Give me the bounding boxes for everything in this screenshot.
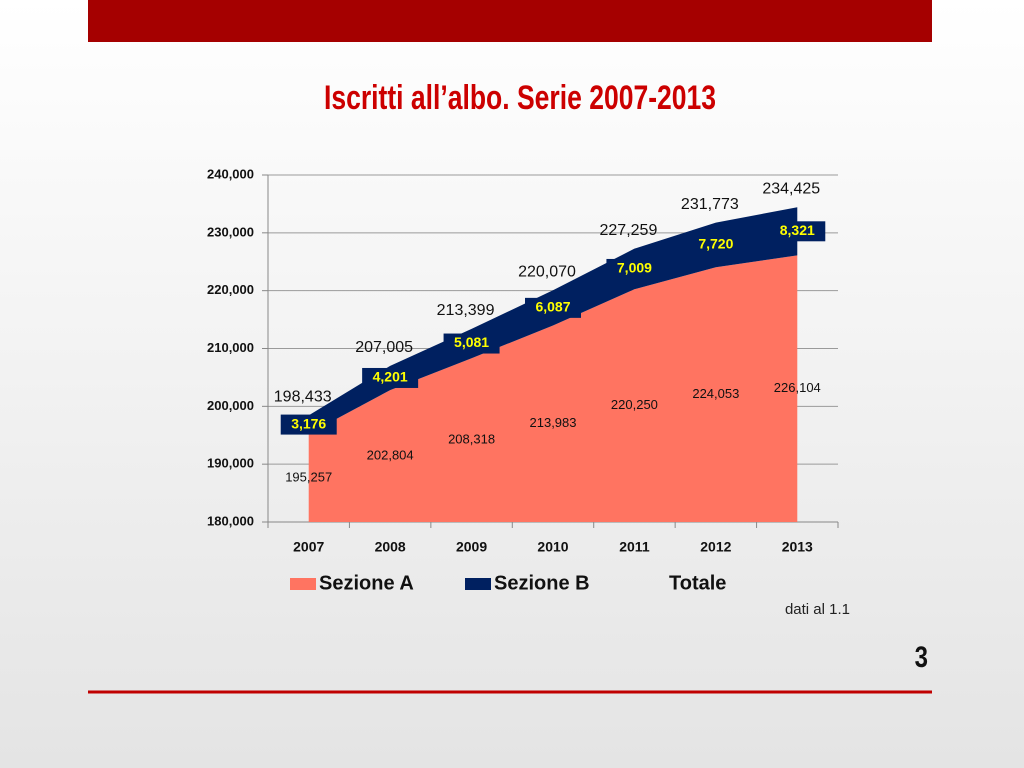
data-label: 202,804 xyxy=(367,447,414,462)
legend-label: Totale xyxy=(669,572,726,594)
y-tick-label: 220,000 xyxy=(207,282,254,297)
data-label-box xyxy=(443,333,500,354)
data-label: 226,104 xyxy=(774,380,821,395)
data-label-box xyxy=(769,221,826,242)
data-label: 198,433 xyxy=(274,389,332,406)
data-label-box xyxy=(362,367,419,388)
legend-swatch xyxy=(465,578,491,590)
data-label: 5,081 xyxy=(454,334,489,350)
data-label: 207,005 xyxy=(355,339,413,356)
chart-title: Iscritti all’albo. Serie 2007-2013 xyxy=(324,79,716,117)
y-tick-label: 180,000 xyxy=(207,513,254,528)
x-tick-label: 2012 xyxy=(700,539,731,555)
x-tick-label: 2011 xyxy=(619,539,650,555)
data-label: 213,983 xyxy=(530,415,577,430)
legend-label: Sezione A xyxy=(319,572,414,594)
x-tick-label: 2010 xyxy=(537,539,568,555)
x-tick-label: 2013 xyxy=(782,539,813,555)
data-label: 234,425 xyxy=(762,180,820,197)
data-label: 213,399 xyxy=(437,302,495,319)
y-tick-label: 230,000 xyxy=(207,224,254,239)
data-label: 8,321 xyxy=(780,222,815,238)
top-bar xyxy=(88,0,932,42)
data-label: 6,087 xyxy=(535,299,570,315)
note: dati al 1.1 xyxy=(785,601,850,618)
y-tick-label: 200,000 xyxy=(207,398,254,413)
area xyxy=(308,255,798,522)
data-label-box xyxy=(280,414,337,435)
data-label: 195,257 xyxy=(285,469,332,484)
data-label: 224,053 xyxy=(692,386,739,401)
data-label: 220,070 xyxy=(518,263,576,280)
legend-label: Sezione B xyxy=(494,572,590,594)
data-label-box xyxy=(687,234,744,255)
page-number: 3 xyxy=(915,639,928,673)
data-label-box xyxy=(606,258,663,279)
data-label: 220,250 xyxy=(611,397,658,412)
x-tick-label: 2008 xyxy=(375,539,406,555)
data-label: 231,773 xyxy=(681,196,739,213)
data-label: 208,318 xyxy=(448,432,495,447)
data-label: 7,009 xyxy=(617,260,652,276)
y-tick-label: 240,000 xyxy=(207,166,254,181)
data-label-box xyxy=(525,297,581,318)
data-label: 4,201 xyxy=(373,369,408,385)
x-tick-label: 2009 xyxy=(456,539,487,555)
area xyxy=(308,207,798,434)
data-label: 227,259 xyxy=(600,222,658,239)
legend-swatch xyxy=(290,578,316,590)
data-label: 3,176 xyxy=(291,415,326,431)
y-tick-label: 190,000 xyxy=(207,456,254,471)
x-tick-label: 2007 xyxy=(293,539,324,555)
data-label: 7,720 xyxy=(698,236,733,252)
y-tick-label: 210,000 xyxy=(207,340,254,355)
